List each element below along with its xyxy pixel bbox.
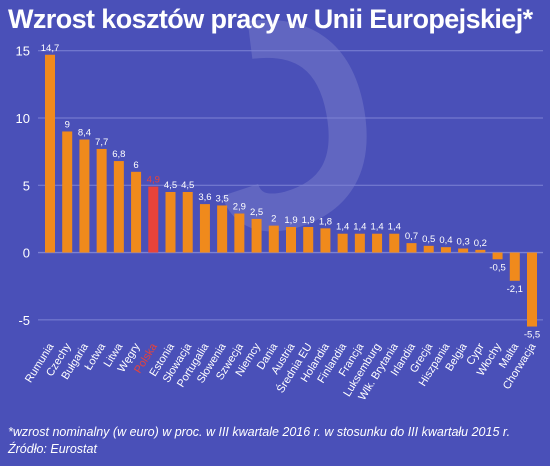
footnote-source: Źródło: Eurostat: [8, 442, 97, 456]
y-tick-label: 0: [23, 246, 30, 261]
bar: [62, 131, 73, 253]
data-label: 7,7: [95, 137, 108, 148]
bar: [406, 243, 417, 253]
data-label: 1,4: [388, 222, 401, 233]
data-label: 0,2: [474, 238, 487, 249]
bar: [182, 192, 193, 253]
chart-title: Wzrost kosztów pracy w Unii Europejskiej…: [8, 4, 533, 34]
data-label: 6: [133, 160, 138, 171]
bar: [527, 252, 537, 327]
bar: [423, 245, 434, 253]
y-tick-label: 15: [16, 44, 30, 59]
bar: [492, 252, 503, 260]
data-label: -0,5: [489, 262, 505, 273]
y-tick-label: 5: [23, 178, 30, 193]
bar: [372, 233, 383, 253]
data-label: 1,9: [284, 215, 297, 226]
data-label: 1,9: [302, 215, 315, 226]
y-tick-label: 10: [16, 111, 30, 126]
data-label: 8,4: [78, 128, 91, 139]
bar: [303, 226, 314, 253]
bar: [96, 148, 107, 253]
bar: [251, 218, 262, 253]
bar: [234, 213, 245, 253]
data-label: 1,4: [370, 222, 383, 233]
data-label: 1,4: [336, 222, 349, 233]
bar: [268, 225, 279, 253]
footnote: *wzrost nominalny (w euro) w proc. w III…: [8, 424, 548, 458]
bar: [45, 54, 55, 253]
data-label: 1,4: [353, 222, 366, 233]
bar: [440, 247, 451, 253]
bar: [165, 192, 176, 253]
bar: [509, 252, 520, 281]
bar: [199, 204, 210, 253]
data-label: 0,7: [405, 231, 418, 242]
y-tick-label: -5: [18, 313, 30, 328]
data-label: 9: [65, 119, 70, 130]
bar: [475, 249, 486, 253]
data-label: 3,6: [198, 192, 211, 203]
data-label: 0,3: [457, 237, 470, 248]
bar: [79, 139, 90, 253]
bar: [320, 228, 331, 253]
data-label: 4,5: [181, 180, 194, 191]
bar: [113, 161, 124, 253]
data-label: 2: [271, 214, 276, 225]
y-axis-tick-labels: 15 10 5 0 -5: [16, 44, 30, 328]
data-label: -5,5: [524, 330, 540, 341]
category-labels: RumuniaCzechyBułgariaŁotwaLitwaWęgryPols…: [23, 340, 539, 402]
bar: [354, 233, 365, 253]
footnote-definition: *wzrost nominalny (w euro) w proc. w III…: [8, 425, 511, 439]
bar: [148, 186, 159, 253]
data-label: 6,8: [112, 149, 125, 160]
bar: [286, 226, 296, 253]
data-label: 2,9: [233, 202, 246, 213]
data-label: 0,4: [439, 235, 452, 246]
data-label: 4,5: [164, 180, 177, 191]
grid-lines: [38, 50, 543, 321]
data-label: 3,5: [216, 193, 229, 204]
value-labels: 14,7 9 8,4 7,7 6,8 6 4,9 4,5 4,5 3,6 3,5 2,9 2,5 2 1,9…: [41, 43, 540, 341]
bar: [389, 233, 400, 253]
data-label: 1,8: [319, 216, 332, 227]
data-label: -2,1: [507, 284, 523, 295]
bars: [45, 54, 537, 327]
data-label: 4,9: [147, 175, 160, 186]
bar: [458, 248, 469, 253]
data-label: 14,7: [41, 43, 60, 54]
background-swirl-decoration: [221, 19, 367, 232]
data-label: 2,5: [250, 207, 263, 218]
bar: [337, 233, 348, 253]
bar: [217, 205, 228, 253]
data-label: 0,5: [422, 234, 435, 245]
bar: [131, 171, 142, 253]
